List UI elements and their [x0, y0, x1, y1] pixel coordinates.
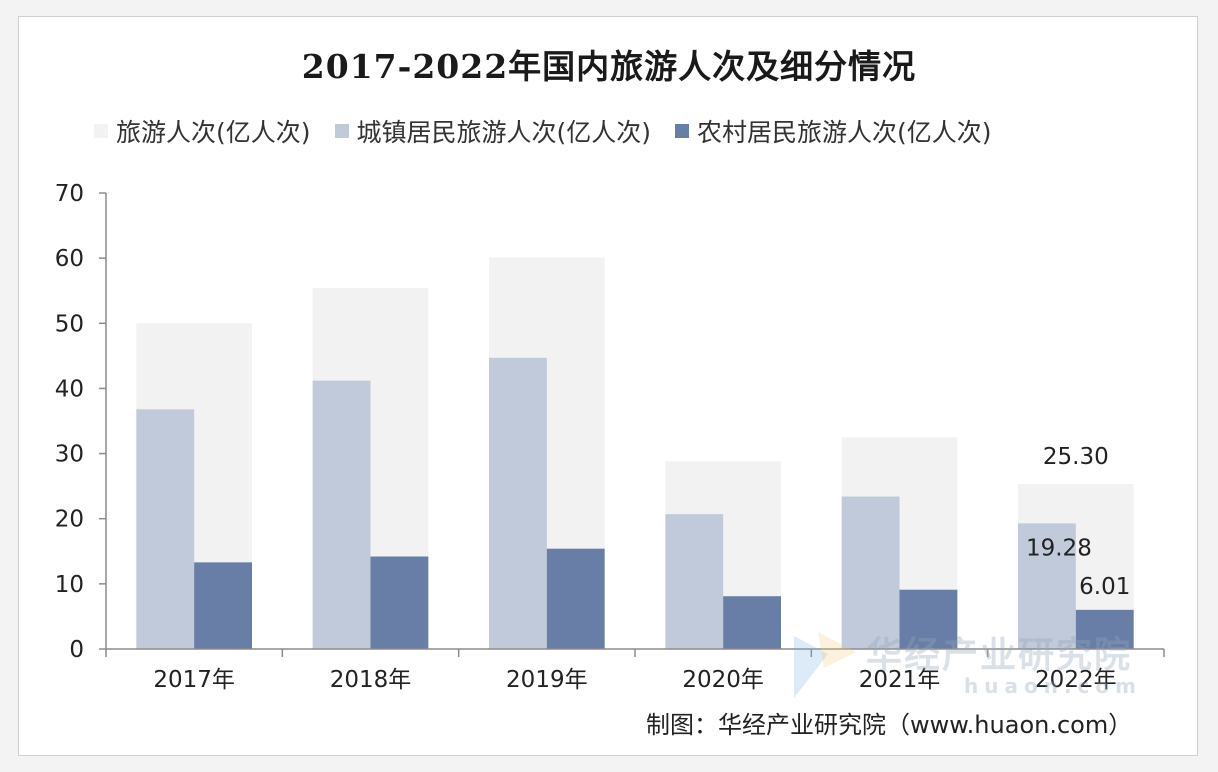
y-tick-label: 30: [55, 442, 84, 468]
bar-rural: [194, 562, 253, 649]
x-tick-label: 2019年: [506, 667, 588, 693]
legend-swatch-rural: [675, 124, 690, 138]
data-label: 19.28: [1026, 535, 1092, 561]
bar-urban: [1017, 523, 1076, 649]
watermark-text: 华经产业研究院: [866, 635, 1133, 676]
legend-label-rural: 农村居民旅游人次(亿人次): [697, 118, 992, 147]
bar-urban: [488, 357, 547, 649]
x-tick-label: 2017年: [153, 667, 235, 693]
bar-rural: [899, 589, 958, 649]
bar-rural: [370, 556, 429, 649]
data-label: 25.30: [1043, 444, 1109, 470]
y-tick-label: 60: [55, 246, 84, 272]
x-tick-label: 2021年: [859, 667, 941, 693]
x-tick-label: 2020年: [682, 667, 764, 693]
bar-urban: [312, 380, 371, 649]
legend-item-total: 旅游人次(亿人次): [94, 113, 311, 149]
source-credit: 制图：华经产业研究院（www.huaon.com）: [646, 711, 1133, 739]
legend-swatch-urban: [334, 124, 349, 138]
bar-urban: [136, 409, 195, 649]
legend: 旅游人次(亿人次) 城镇居民旅游人次(亿人次) 农村居民旅游人次(亿人次): [94, 114, 1016, 148]
y-tick-label: 0: [69, 637, 84, 663]
watermark-logo-icon: [794, 632, 856, 698]
y-tick-label: 70: [55, 181, 84, 207]
legend-label-total: 旅游人次(亿人次): [116, 118, 311, 147]
x-tick-label: 2018年: [330, 667, 412, 693]
y-tick-label: 40: [55, 376, 84, 402]
legend-swatch-total: [94, 124, 108, 138]
bar-rural: [546, 548, 605, 649]
bar-urban: [665, 514, 724, 649]
y-tick-label: 20: [55, 507, 84, 533]
chart-title: 2017-2022年国内旅游人次及细分情况: [301, 47, 917, 86]
watermark-url: huaon.com: [964, 674, 1142, 698]
data-label: 6.01: [1079, 574, 1130, 600]
x-tick-label: 2022年: [1035, 667, 1117, 693]
y-tick-label: 10: [55, 572, 84, 598]
legend-label-urban: 城镇居民旅游人次(亿人次): [356, 118, 652, 147]
bar-rural: [723, 596, 782, 649]
legend-item-rural: 农村居民旅游人次(亿人次): [675, 113, 992, 149]
bar-urban: [841, 496, 900, 649]
y-tick-label: 50: [55, 311, 84, 337]
bar-rural: [1075, 609, 1134, 649]
watermark: 华经产业研究院 huaon.com: [784, 628, 1154, 706]
legend-item-urban: 城镇居民旅游人次(亿人次): [334, 113, 652, 149]
